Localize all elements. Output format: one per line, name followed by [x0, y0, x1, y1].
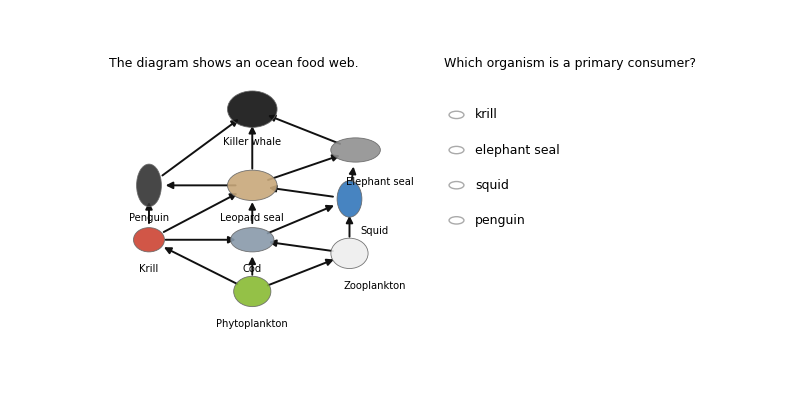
Text: Penguin: Penguin [129, 213, 169, 223]
Circle shape [449, 181, 464, 189]
Ellipse shape [230, 227, 274, 252]
Text: Phytoplankton: Phytoplankton [216, 319, 288, 329]
Circle shape [449, 111, 464, 119]
Text: Leopard seal: Leopard seal [220, 213, 284, 223]
Text: Krill: Krill [139, 264, 158, 274]
Text: Squid: Squid [360, 226, 389, 237]
Text: Cod: Cod [242, 264, 262, 274]
Text: Killer whale: Killer whale [223, 137, 282, 146]
Ellipse shape [330, 138, 380, 162]
Circle shape [449, 146, 464, 154]
Ellipse shape [234, 276, 271, 306]
Text: penguin: penguin [475, 214, 526, 227]
Ellipse shape [227, 91, 277, 127]
Ellipse shape [134, 227, 165, 252]
Circle shape [449, 217, 464, 224]
Text: The diagram shows an ocean food web.: The diagram shows an ocean food web. [110, 57, 359, 70]
Text: squid: squid [475, 179, 509, 192]
Text: krill: krill [475, 108, 498, 121]
Text: Elephant seal: Elephant seal [346, 177, 414, 187]
Text: Which organism is a primary consumer?: Which organism is a primary consumer? [444, 57, 696, 70]
Ellipse shape [331, 238, 368, 268]
Text: elephant seal: elephant seal [475, 144, 560, 156]
Ellipse shape [137, 164, 162, 206]
Text: Zooplankton: Zooplankton [343, 281, 406, 291]
Ellipse shape [337, 181, 362, 217]
Ellipse shape [227, 170, 277, 200]
